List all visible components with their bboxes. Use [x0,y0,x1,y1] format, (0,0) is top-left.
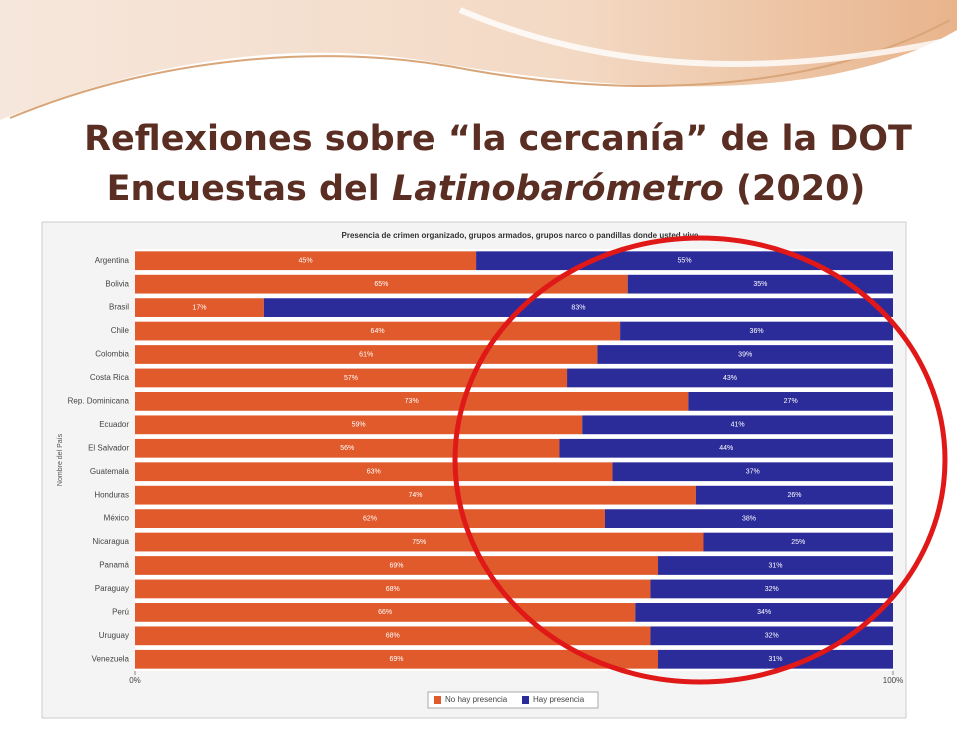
x-tick-label: 100% [883,676,903,685]
value-label: 73% [405,398,419,405]
value-label: 34% [757,609,771,616]
value-label: 83% [571,304,585,311]
value-label: 74% [408,492,422,499]
y-tick-label: Rep. Dominicana [68,396,130,405]
value-label: 61% [359,351,373,358]
slide: Reflexiones sobre “la cercanía” de la DO… [0,0,957,733]
value-label: 35% [753,281,767,288]
value-label: 32% [765,633,779,640]
value-label: 31% [769,656,783,663]
legend: No hay presencia Hay presencia [428,692,598,708]
value-label: 55% [678,258,692,265]
slide-title: Reflexiones sobre “la cercanía” de la DO… [84,119,912,159]
value-label: 37% [746,469,760,476]
legend-label: No hay presencia [445,695,508,704]
chart-title: Presencia de crimen organizado, grupos a… [342,231,700,240]
slide-subtitle: Encuestas del Latinobarómetro (2020) [107,169,866,209]
y-axis-label: Nombre del País [57,433,64,486]
legend-swatch [434,696,441,704]
y-tick-label: Bolivia [105,279,129,288]
y-tick-label: Argentina [95,256,130,265]
value-label: 56% [340,445,354,452]
y-tick-label: Venezuela [92,654,130,663]
y-tick-label: Nicaragua [93,537,130,546]
subtitle-part: (2020) [724,169,866,209]
x-tick-label: 0% [129,676,141,685]
y-tick-label: Panamá [99,561,129,570]
value-label: 36% [750,328,764,335]
value-label: 69% [390,562,404,569]
value-label: 62% [363,515,377,522]
y-tick-label: Honduras [94,490,129,499]
value-label: 68% [386,586,400,593]
value-label: 44% [719,445,733,452]
value-label: 31% [769,562,783,569]
value-label: 64% [371,328,385,335]
value-label: 26% [787,492,801,499]
y-tick-label: Costa Rica [90,373,130,382]
y-tick-label: Guatemala [90,467,130,476]
y-tick-label: Chile [111,326,130,335]
y-tick-label: México [104,514,130,523]
value-label: 17% [192,304,206,311]
y-tick-label: Colombia [95,350,129,359]
value-label: 66% [378,609,392,616]
value-label: 63% [367,469,381,476]
y-tick-label: Brasil [109,303,129,312]
value-label: 32% [765,586,779,593]
value-label: 45% [299,258,313,265]
plot: 0% 100% Argentina 45% 55% Bolivia 65% 35% Brasil… [68,249,904,685]
value-label: 41% [731,422,745,429]
value-label: 59% [352,422,366,429]
value-label: 43% [723,375,737,382]
y-tick-label: Paraguay [95,584,129,593]
value-label: 57% [344,375,358,382]
value-label: 65% [374,281,388,288]
value-label: 39% [738,351,752,358]
y-tick-label: Ecuador [99,420,129,429]
legend-swatch [522,696,529,704]
y-tick-label: Perú [112,607,129,616]
value-label: 38% [742,515,756,522]
value-label: 75% [412,539,426,546]
value-label: 25% [791,539,805,546]
value-label: 68% [386,633,400,640]
subtitle-part: Encuestas del [107,169,392,209]
y-tick-label: Uruguay [99,631,129,640]
value-label: 27% [784,398,798,405]
value-label: 69% [390,656,404,663]
legend-label: Hay presencia [533,695,585,704]
subtitle-part: Latinobarómetro [392,169,724,209]
y-tick-label: El Salvador [88,443,129,452]
